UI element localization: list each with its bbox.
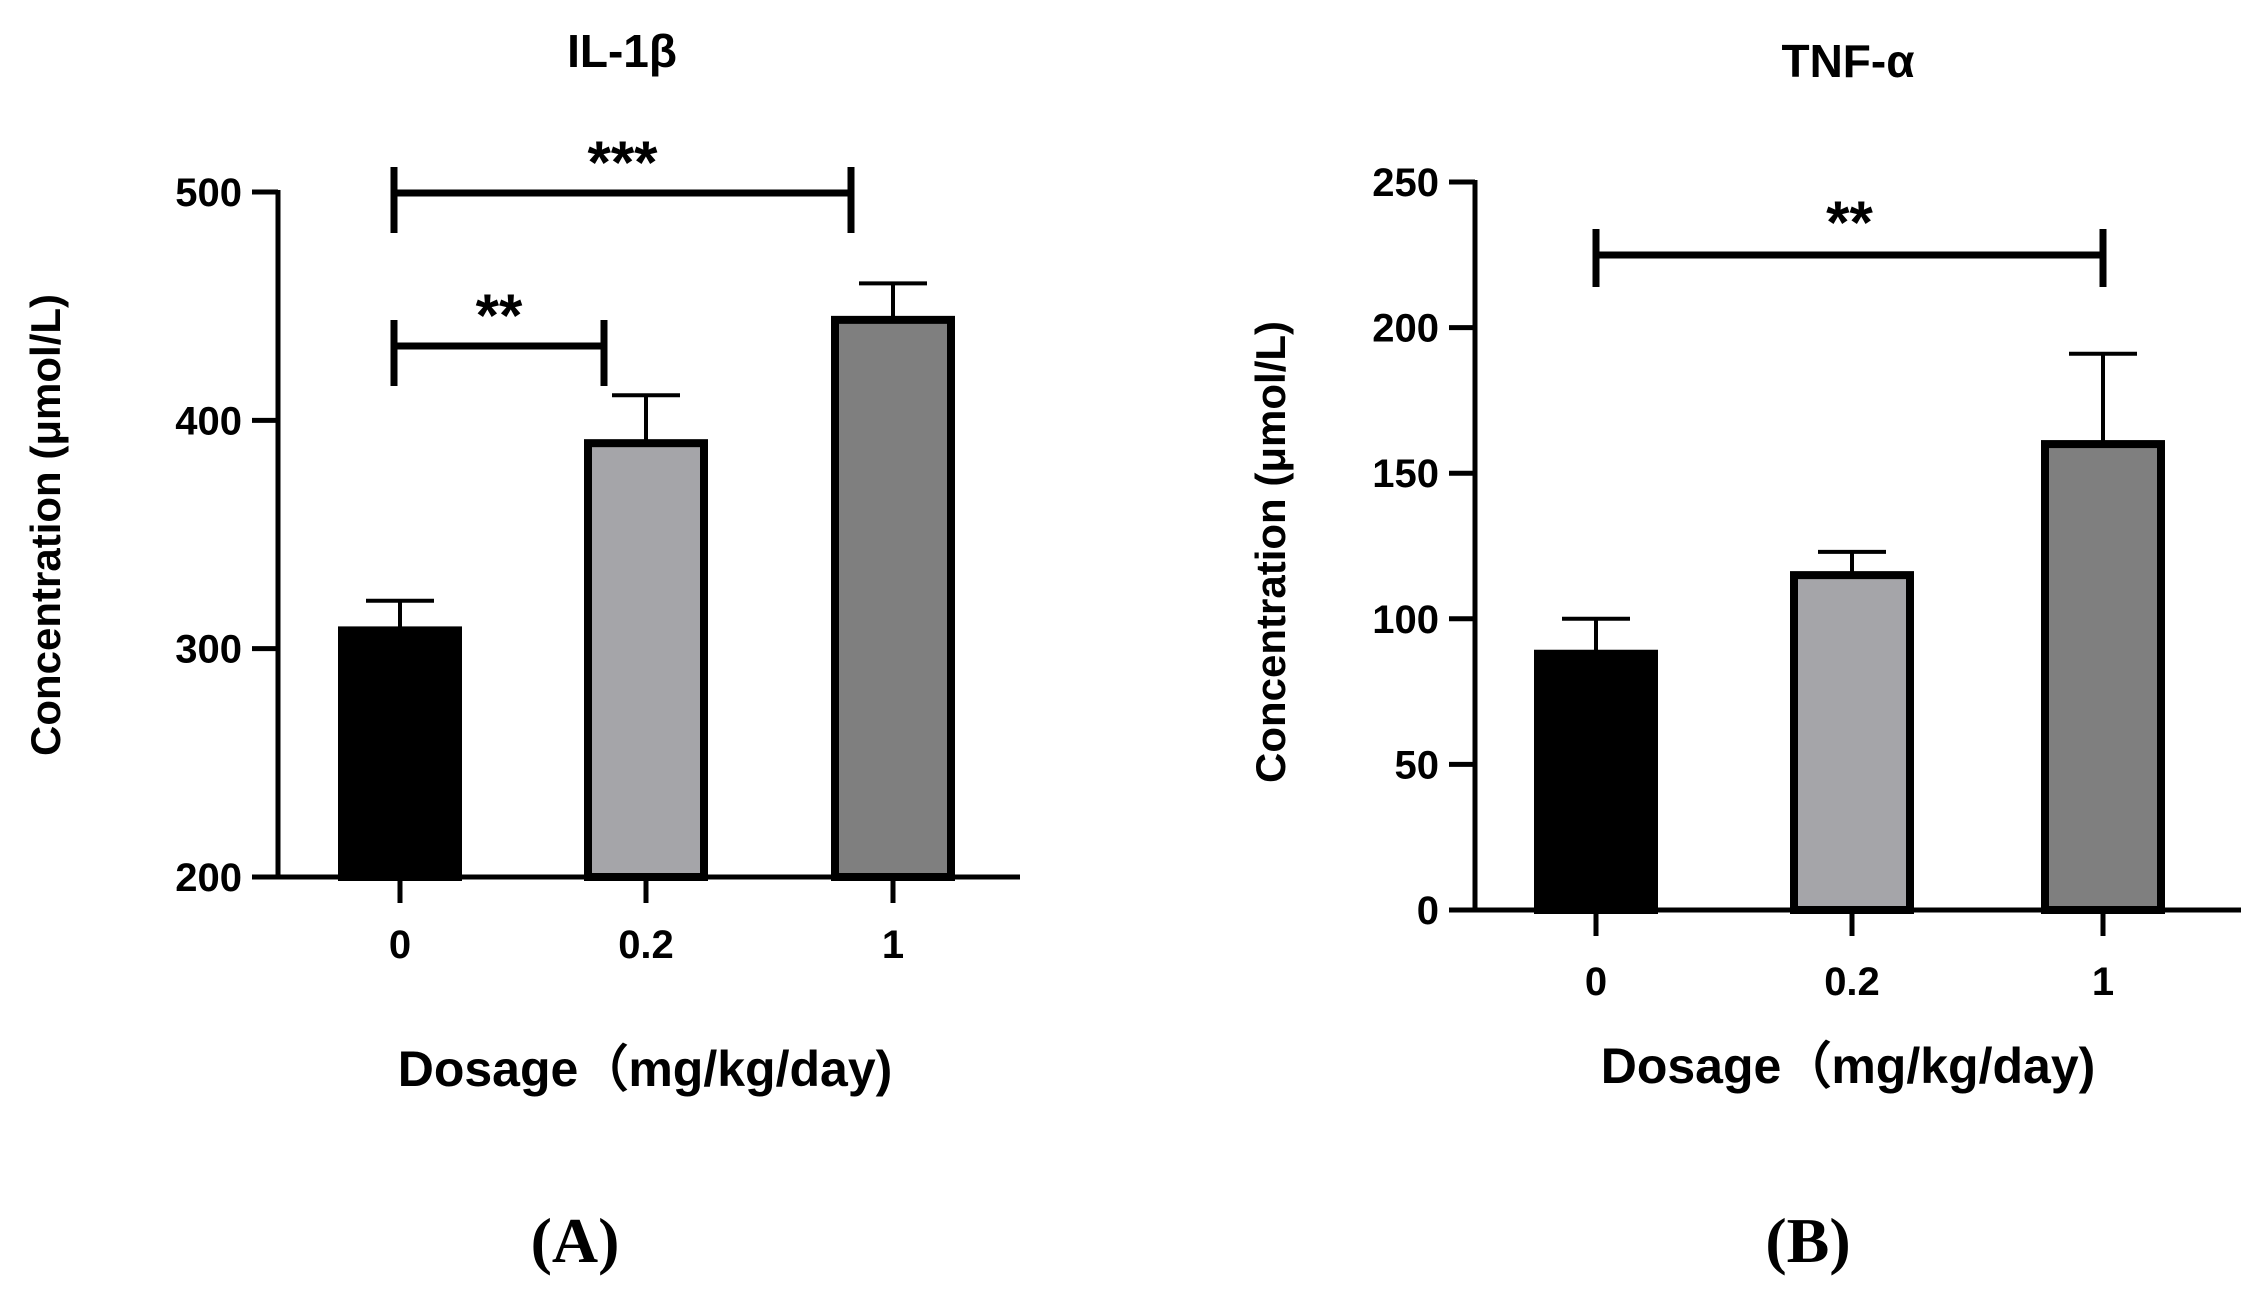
x-tick-label: 1 bbox=[2092, 960, 2114, 1004]
y-tick-label: 200 bbox=[175, 856, 242, 900]
bar-0.2 bbox=[1790, 571, 1914, 914]
bar-0 bbox=[338, 626, 462, 882]
x-axis-label: Dosage（mg/kg/day) bbox=[1601, 1038, 2096, 1094]
x-tick-label: 0.2 bbox=[1824, 960, 1880, 1004]
significance-label: ** bbox=[476, 282, 523, 349]
chart-tnfa: TNF-α Concentration (μmol/L) Dosage（mg/k… bbox=[1247, 35, 2241, 1276]
panel-label: (B) bbox=[1765, 1205, 1850, 1276]
significance-label: ** bbox=[1826, 189, 1873, 256]
y-tick-label: 100 bbox=[1372, 598, 1439, 642]
bar-1 bbox=[2041, 440, 2165, 914]
bar-1 bbox=[831, 315, 955, 882]
y-tick-label: 200 bbox=[1372, 307, 1439, 351]
bar-0.2 bbox=[584, 439, 708, 881]
x-tick-label: 0 bbox=[389, 923, 411, 967]
y-tick-label: 300 bbox=[175, 628, 242, 672]
significance-label: *** bbox=[587, 129, 658, 196]
chart-il1b: IL-1β Concentration (μmol/L) Dosage（mg/k… bbox=[22, 25, 1020, 1276]
x-tick-label: 0.2 bbox=[618, 923, 674, 967]
y-tick-label: 50 bbox=[1395, 743, 1440, 787]
y-axis-label: Concentration (μmol/L) bbox=[1247, 321, 1294, 783]
x-tick-label: 0 bbox=[1585, 960, 1607, 1004]
y-tick-label: 250 bbox=[1372, 161, 1439, 205]
x-tick-label: 1 bbox=[882, 923, 904, 967]
chart-title: TNF-α bbox=[1781, 35, 1914, 87]
y-tick-label: 500 bbox=[175, 171, 242, 215]
chart-title: IL-1β bbox=[567, 25, 677, 77]
x-axis-label: Dosage（mg/kg/day) bbox=[398, 1041, 893, 1097]
y-tick-label: 400 bbox=[175, 399, 242, 443]
y-tick-label: 0 bbox=[1417, 889, 1439, 933]
y-axis-label: Concentration (μmol/L) bbox=[22, 294, 69, 756]
panel-label: (A) bbox=[531, 1205, 620, 1276]
y-tick-label: 150 bbox=[1372, 452, 1439, 496]
bar-0 bbox=[1534, 649, 1658, 915]
